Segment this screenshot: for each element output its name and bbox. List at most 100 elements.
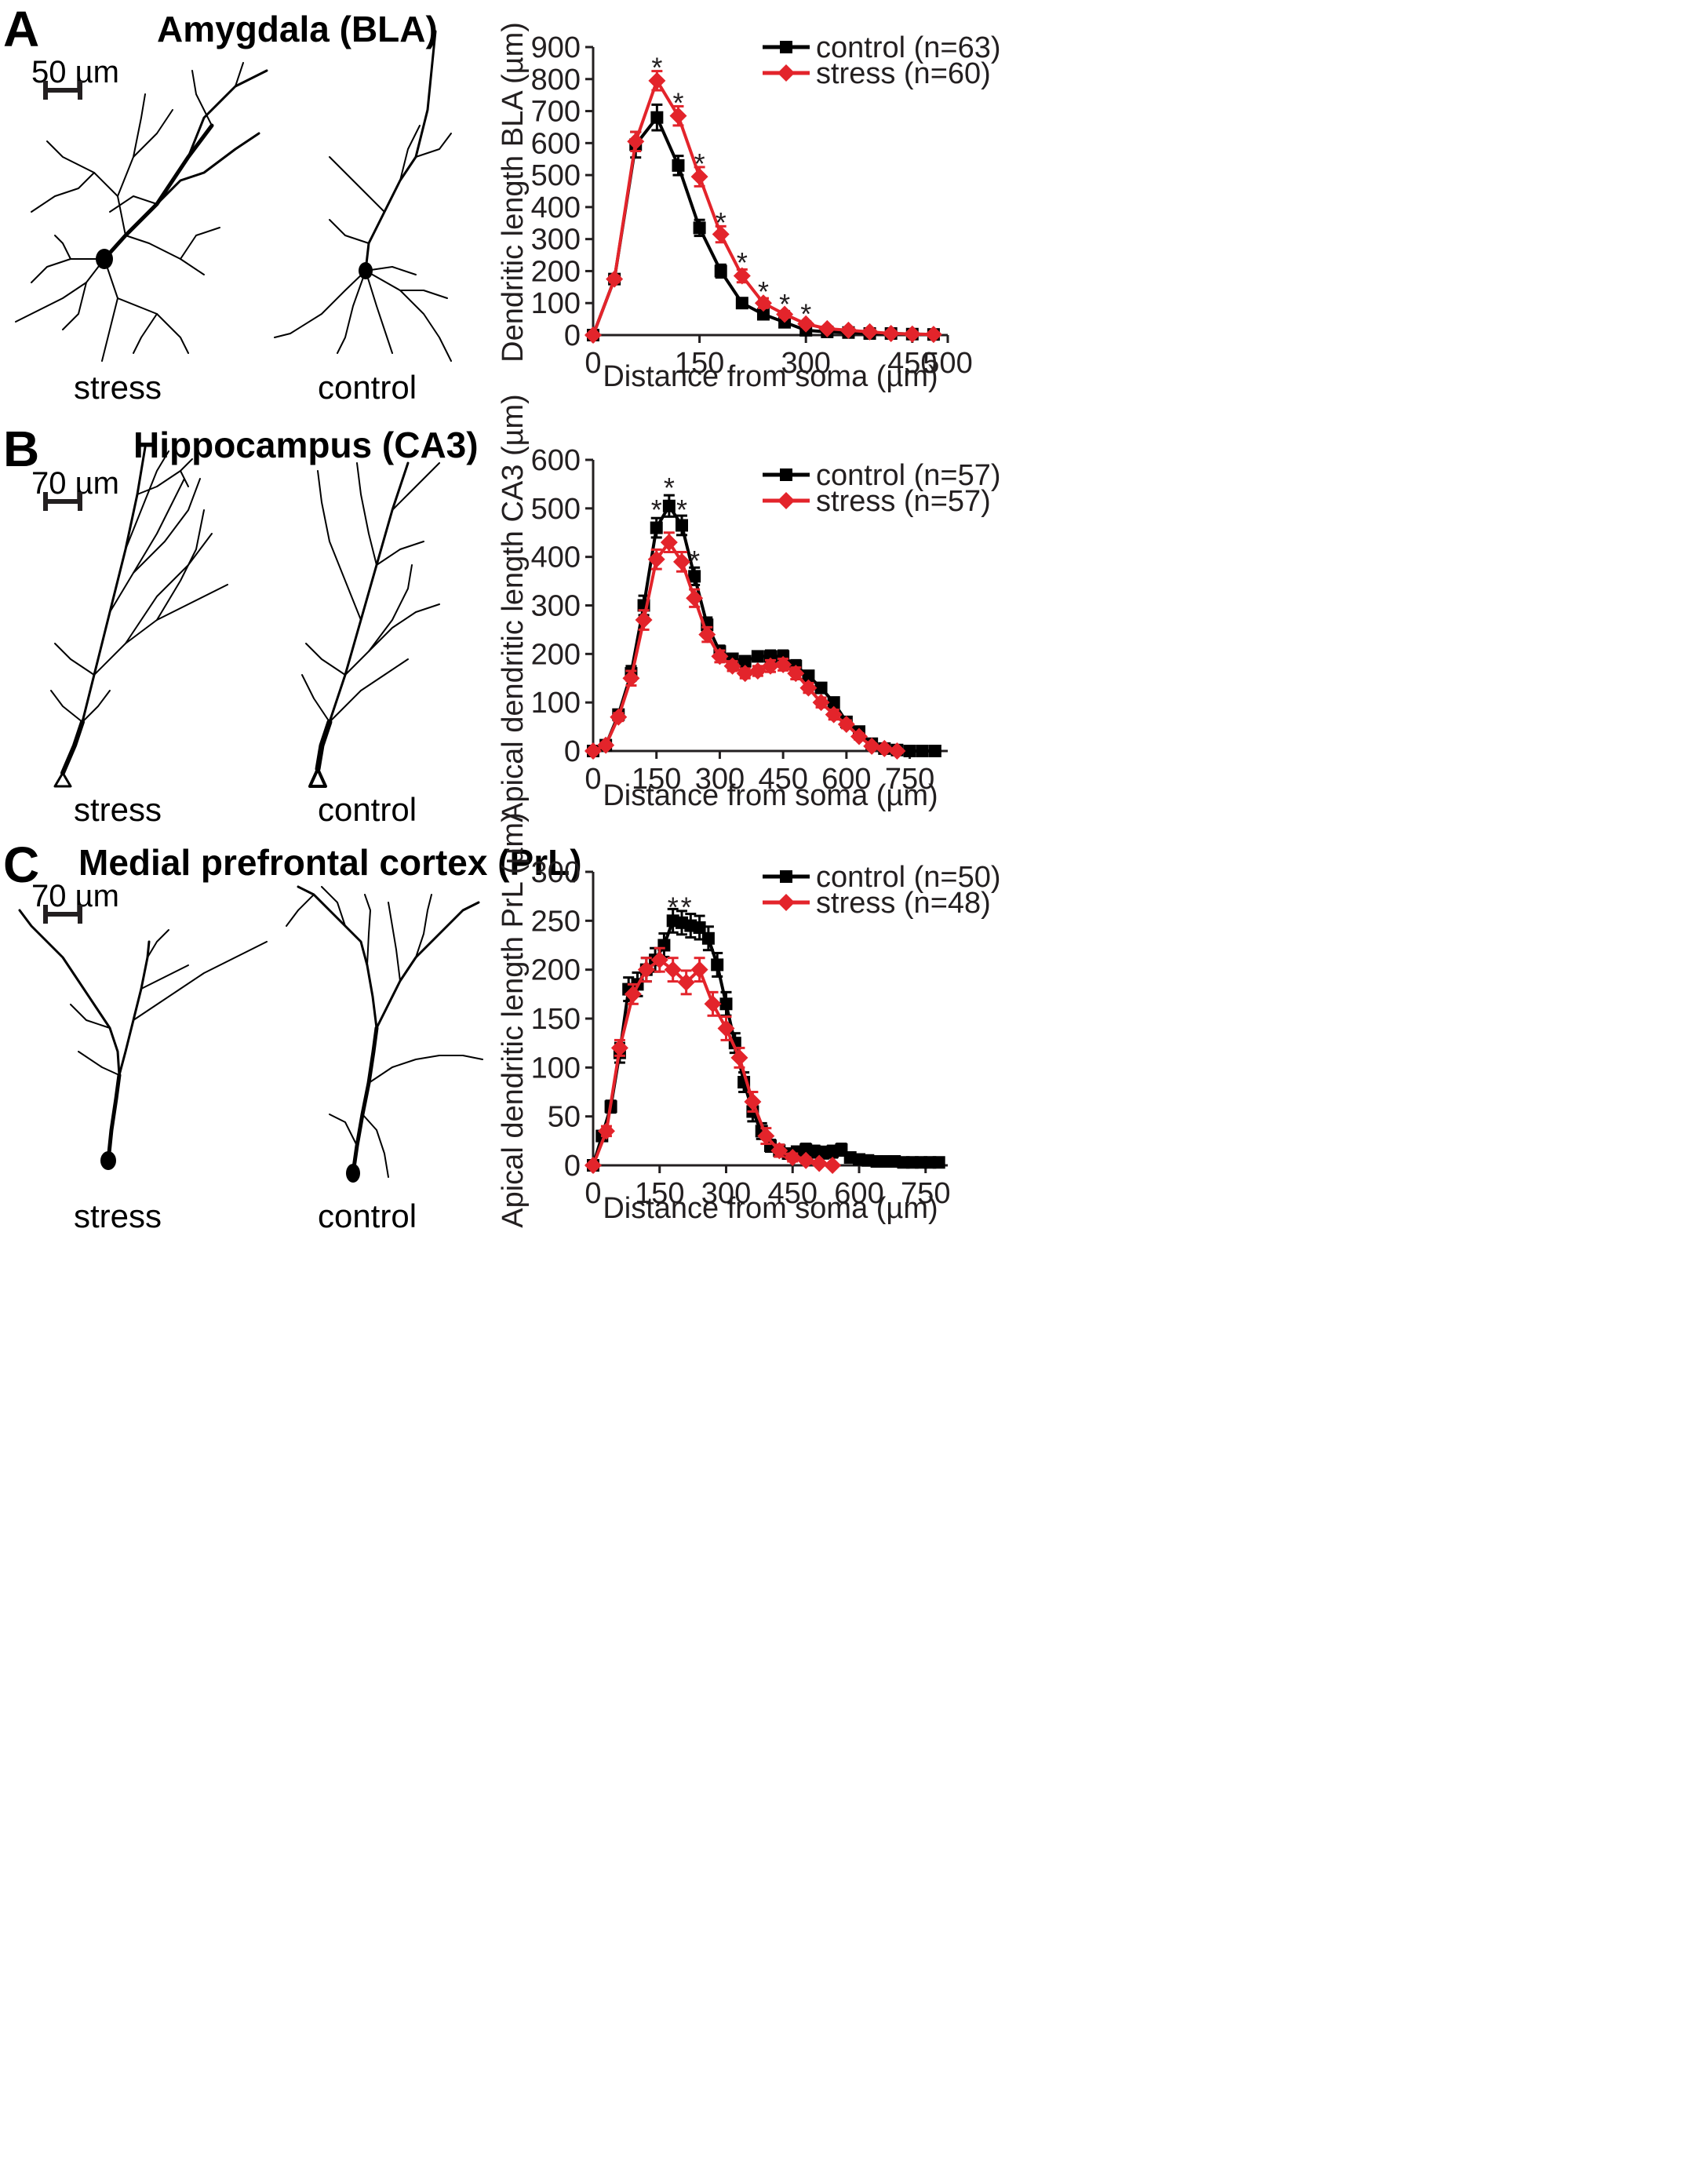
data-point <box>606 270 624 288</box>
y-tick-label: 300 <box>531 224 581 257</box>
stress-neuron-label: stress <box>73 1198 162 1234</box>
data-point <box>597 1122 615 1140</box>
data-point <box>711 647 729 665</box>
x-tick-label: 450 <box>768 1177 818 1210</box>
legend-marker <box>778 894 795 911</box>
data-point <box>660 534 678 552</box>
scale-bar <box>43 492 82 511</box>
data-point <box>861 323 879 341</box>
x-tick-label: 150 <box>635 1177 684 1210</box>
significance-marker: * <box>779 288 790 320</box>
data-point <box>770 1142 788 1160</box>
y-tick-label: 400 <box>531 541 581 574</box>
significance-marker: * <box>676 494 687 526</box>
data-point <box>762 657 779 675</box>
data-point <box>797 315 815 333</box>
stress-neuron-image <box>18 885 483 1183</box>
data-point <box>882 324 900 342</box>
data-point <box>610 1039 628 1057</box>
data-point <box>784 1149 802 1167</box>
data-point <box>837 715 855 733</box>
x-tick-label: 600 <box>834 1177 883 1210</box>
y-axis-label: Apical dendritic length PrL (µm) <box>497 812 530 1227</box>
y-tick-label: 300 <box>531 590 581 623</box>
x-tick-label: 300 <box>781 347 830 380</box>
data-point <box>717 1019 735 1037</box>
data-point <box>650 111 664 124</box>
y-tick-label: 200 <box>531 954 581 987</box>
data-point <box>701 931 715 945</box>
data-point <box>797 1151 815 1169</box>
data-point <box>744 1092 762 1110</box>
y-tick-label: 300 <box>531 856 581 889</box>
data-point <box>650 951 668 969</box>
data-point <box>903 745 916 757</box>
significance-marker: * <box>681 891 692 924</box>
data-point <box>825 705 843 724</box>
x-tick-label: 600 <box>821 763 871 796</box>
data-point <box>903 325 921 343</box>
legend-label: control (n=63) <box>816 31 1001 64</box>
x-tick-label: 450 <box>758 763 807 796</box>
y-tick-label: 50 <box>548 1101 581 1134</box>
y-axis-label: Dendritic length BLA (µm) <box>497 22 530 363</box>
x-axis-label: Distance from soma (µm) <box>603 779 938 812</box>
data-point <box>688 570 701 583</box>
data-point <box>693 921 706 935</box>
significance-marker: * <box>689 545 700 577</box>
x-tick-label: 300 <box>701 1177 751 1210</box>
data-point <box>757 1127 775 1145</box>
legend: control (n=63)stress (n=60) <box>763 31 1001 90</box>
data-point <box>928 745 941 757</box>
panel-letter: C <box>3 837 40 893</box>
data-point <box>711 958 724 972</box>
data-point <box>676 519 688 532</box>
data-point <box>597 736 615 754</box>
x-tick-label: 150 <box>632 763 681 796</box>
stress-neuron-image <box>15 30 452 362</box>
data-point <box>677 973 695 991</box>
data-point <box>669 107 687 125</box>
data-point <box>714 264 727 278</box>
y-tick-label: 600 <box>531 127 581 160</box>
x-tick-label: 750 <box>885 763 934 796</box>
data-point <box>690 961 708 979</box>
chart-b: 0 100 200 300 400 500 600 0 150 300 450 600 750Dista… <box>497 394 1001 822</box>
data-point <box>585 1157 602 1174</box>
y-tick-label: 400 <box>531 191 581 224</box>
data-point <box>712 225 730 243</box>
data-point <box>585 326 602 344</box>
data-point <box>839 321 858 339</box>
data-point <box>662 499 676 512</box>
data-point <box>723 657 741 675</box>
data-point <box>627 133 645 151</box>
stress-neuron-label: stress <box>73 791 162 828</box>
legend: control (n=50)stress (n=48) <box>763 861 1001 920</box>
y-tick-label: 900 <box>531 31 581 64</box>
data-point <box>686 589 704 607</box>
data-point <box>824 1157 842 1174</box>
significance-marker: * <box>800 297 811 330</box>
data-point <box>776 305 794 323</box>
data-point <box>876 739 894 757</box>
data-point <box>719 997 733 1011</box>
data-point <box>756 308 770 321</box>
legend-marker <box>780 870 792 883</box>
x-tick-label: 0 <box>585 763 601 796</box>
scale-bar <box>43 81 82 100</box>
scale-bar <box>43 905 82 924</box>
control-neuron-label: control <box>317 369 417 406</box>
data-point <box>736 665 754 683</box>
significance-marker: * <box>651 494 662 526</box>
y-tick-label: 700 <box>531 96 581 129</box>
series-stress <box>585 946 842 1174</box>
data-point <box>730 1048 748 1066</box>
data-point <box>924 326 942 344</box>
data-point <box>748 662 767 680</box>
significance-marker: * <box>668 891 679 924</box>
y-tick-label: 100 <box>531 687 581 720</box>
legend-marker <box>778 492 795 509</box>
y-tick-label: 150 <box>531 1003 581 1036</box>
stress-neuron-image <box>50 446 440 788</box>
